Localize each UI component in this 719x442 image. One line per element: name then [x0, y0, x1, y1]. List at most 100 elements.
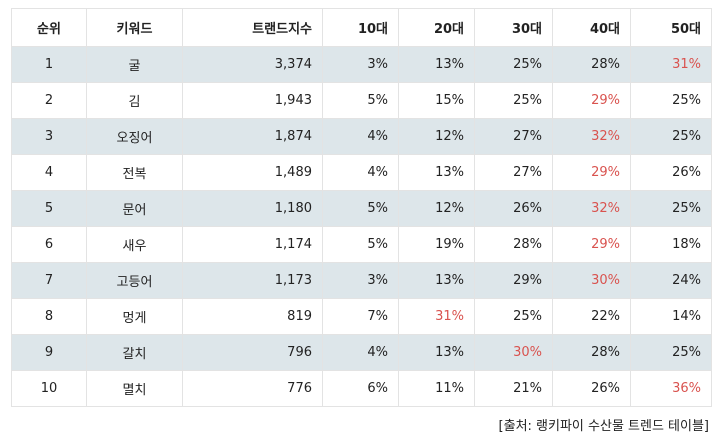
cell-rank: 6	[11, 226, 87, 263]
trend-table: 순위 키워드 트랜드지수 10대 20대 30대 40대 50대 1 굴 3,374…	[11, 8, 712, 407]
cell-40s: 28%	[552, 46, 631, 83]
cell-50s: 25%	[630, 82, 712, 119]
cell-30s: 28%	[474, 226, 553, 263]
cell-50s: 24%	[630, 262, 712, 299]
header-30s: 30대	[474, 8, 553, 47]
cell-rank: 2	[11, 82, 87, 119]
cell-trend-index: 1,174	[182, 226, 323, 263]
cell-rank: 3	[11, 118, 87, 155]
cell-50s: 31%	[630, 46, 712, 83]
cell-trend-index: 1,489	[182, 154, 323, 191]
cell-trend-index: 1,180	[182, 190, 323, 227]
cell-30s: 25%	[474, 46, 553, 83]
cell-rank: 5	[11, 190, 87, 227]
cell-50s: 25%	[630, 118, 712, 155]
cell-50s: 36%	[630, 370, 712, 407]
cell-10s: 4%	[322, 334, 399, 371]
cell-50s: 25%	[630, 334, 712, 371]
cell-keyword: 오징어	[86, 118, 183, 155]
table-row: 8 멍게 819 7% 31% 25% 22% 14%	[11, 298, 712, 335]
cell-trend-index: 819	[182, 298, 323, 335]
cell-10s: 3%	[322, 262, 399, 299]
cell-rank: 7	[11, 262, 87, 299]
cell-10s: 5%	[322, 190, 399, 227]
header-rank: 순위	[11, 8, 87, 47]
cell-20s: 15%	[398, 82, 475, 119]
cell-keyword: 멸치	[86, 370, 183, 407]
cell-keyword: 새우	[86, 226, 183, 263]
table-row: 5 문어 1,180 5% 12% 26% 32% 25%	[11, 190, 712, 227]
cell-20s: 13%	[398, 334, 475, 371]
cell-40s: 22%	[552, 298, 631, 335]
cell-rank: 1	[11, 46, 87, 83]
cell-30s: 30%	[474, 334, 553, 371]
table-row: 10 멸치 776 6% 11% 21% 26% 36%	[11, 370, 712, 407]
cell-40s: 26%	[552, 370, 631, 407]
cell-20s: 12%	[398, 190, 475, 227]
cell-30s: 21%	[474, 370, 553, 407]
cell-rank: 4	[11, 154, 87, 191]
cell-20s: 13%	[398, 46, 475, 83]
cell-40s: 29%	[552, 226, 631, 263]
cell-trend-index: 1,874	[182, 118, 323, 155]
cell-30s: 27%	[474, 118, 553, 155]
cell-keyword: 김	[86, 82, 183, 119]
cell-50s: 26%	[630, 154, 712, 191]
source-caption: [출처: 랭키파이 수산물 트렌드 테이블]	[498, 419, 709, 434]
cell-20s: 12%	[398, 118, 475, 155]
cell-30s: 25%	[474, 82, 553, 119]
cell-40s: 30%	[552, 262, 631, 299]
header-50s: 50대	[630, 8, 712, 47]
cell-10s: 4%	[322, 118, 399, 155]
cell-40s: 29%	[552, 82, 631, 119]
table-row: 3 오징어 1,874 4% 12% 27% 32% 25%	[11, 118, 712, 155]
cell-keyword: 전복	[86, 154, 183, 191]
cell-40s: 32%	[552, 190, 631, 227]
cell-keyword: 굴	[86, 46, 183, 83]
cell-30s: 25%	[474, 298, 553, 335]
cell-50s: 14%	[630, 298, 712, 335]
cell-trend-index: 796	[182, 334, 323, 371]
cell-keyword: 멍게	[86, 298, 183, 335]
cell-30s: 29%	[474, 262, 553, 299]
cell-trend-index: 3,374	[182, 46, 323, 83]
table-row: 2 김 1,943 5% 15% 25% 29% 25%	[11, 82, 712, 119]
cell-20s: 31%	[398, 298, 475, 335]
header-20s: 20대	[398, 8, 475, 47]
cell-40s: 29%	[552, 154, 631, 191]
cell-10s: 5%	[322, 226, 399, 263]
table-row: 4 전복 1,489 4% 13% 27% 29% 26%	[11, 154, 712, 191]
cell-20s: 13%	[398, 154, 475, 191]
cell-10s: 5%	[322, 82, 399, 119]
cell-trend-index: 1,173	[182, 262, 323, 299]
cell-trend-index: 1,943	[182, 82, 323, 119]
header-40s: 40대	[552, 8, 631, 47]
header-trend-index: 트랜드지수	[182, 8, 323, 47]
cell-10s: 7%	[322, 298, 399, 335]
cell-50s: 18%	[630, 226, 712, 263]
cell-20s: 19%	[398, 226, 475, 263]
table-row: 9 갈치 796 4% 13% 30% 28% 25%	[11, 334, 712, 371]
header-keyword: 키워드	[86, 8, 183, 47]
cell-30s: 26%	[474, 190, 553, 227]
header-10s: 10대	[322, 8, 399, 47]
cell-40s: 32%	[552, 118, 631, 155]
table-row: 7 고등어 1,173 3% 13% 29% 30% 24%	[11, 262, 712, 299]
cell-keyword: 고등어	[86, 262, 183, 299]
cell-rank: 10	[11, 370, 87, 407]
cell-20s: 13%	[398, 262, 475, 299]
header-row: 순위 키워드 트랜드지수 10대 20대 30대 40대 50대	[11, 8, 712, 47]
cell-keyword: 갈치	[86, 334, 183, 371]
cell-10s: 4%	[322, 154, 399, 191]
cell-20s: 11%	[398, 370, 475, 407]
cell-10s: 3%	[322, 46, 399, 83]
cell-40s: 28%	[552, 334, 631, 371]
table-row: 6 새우 1,174 5% 19% 28% 29% 18%	[11, 226, 712, 263]
cell-trend-index: 776	[182, 370, 323, 407]
cell-keyword: 문어	[86, 190, 183, 227]
cell-30s: 27%	[474, 154, 553, 191]
cell-50s: 25%	[630, 190, 712, 227]
cell-rank: 8	[11, 298, 87, 335]
cell-rank: 9	[11, 334, 87, 371]
table-row: 1 굴 3,374 3% 13% 25% 28% 31%	[11, 46, 712, 83]
